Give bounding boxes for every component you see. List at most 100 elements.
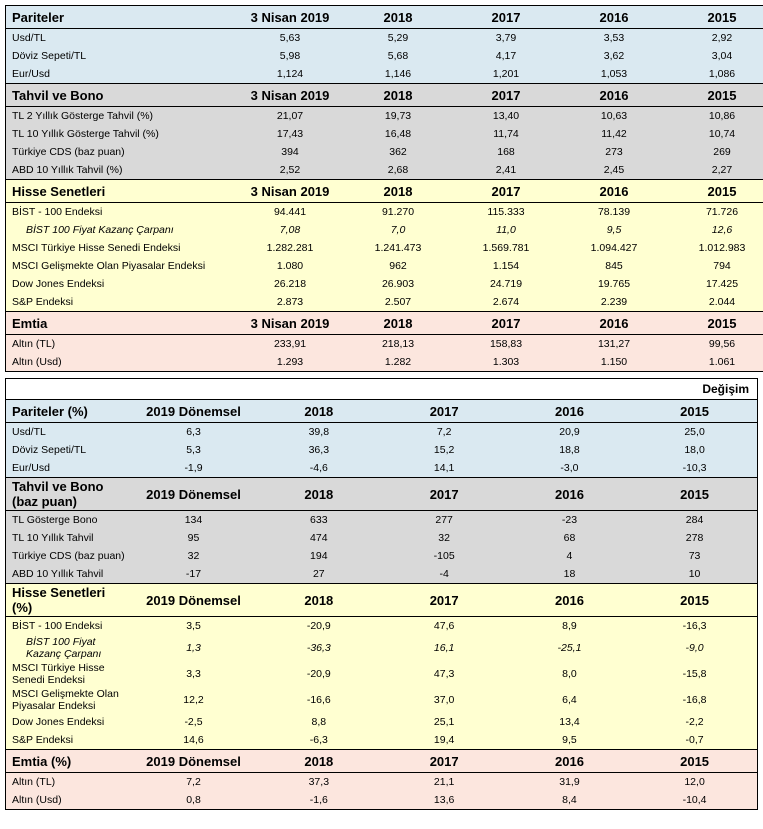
cell-value: 91.270 [344,203,452,222]
cell-value: 5,98 [236,47,344,65]
cell-value: -16,6 [256,687,381,713]
cell-value: 158,83 [452,335,560,354]
cell-value: 3,04 [668,47,763,65]
year-header: 3 Nisan 2019 [236,312,344,335]
cell-value: 1.150 [560,353,668,372]
cell-value: -2,5 [131,713,256,731]
cell-value: 0,8 [131,791,256,810]
cell-value: 1.303 [452,353,560,372]
cell-value: 11,0 [452,221,560,239]
cell-value: 194 [256,547,381,565]
cell-value: 32 [381,529,506,547]
cell-value: 73 [632,547,757,565]
cell-value: -25,1 [507,635,632,661]
year-header: 2017 [452,84,560,107]
row-label: TL 10 Yıllık Gösterge Tahvil (%) [6,125,237,143]
cell-value: 474 [256,529,381,547]
cell-value: 19.765 [560,275,668,293]
cell-value: 8,0 [507,661,632,687]
year-header: 2018 [256,478,381,511]
cell-value: -3,0 [507,459,632,478]
cell-value: 2,41 [452,161,560,180]
cell-value: 10,74 [668,125,763,143]
row-label: Döviz Sepeti/TL [6,441,131,459]
cell-value: 24.719 [452,275,560,293]
levels-table: Pariteler3 Nisan 20192018201720162015Usd… [5,5,763,372]
cell-value: 3,79 [452,29,560,48]
cell-value: 134 [131,511,256,530]
cell-value: 14,1 [381,459,506,478]
cell-value: 2.239 [560,293,668,312]
cell-value: 2.674 [452,293,560,312]
row-label: Altın (Usd) [6,353,237,372]
section-title: Emtia [6,312,237,335]
cell-value: 71.726 [668,203,763,222]
cell-value: -17 [131,565,256,584]
cell-value: 1.012.983 [668,239,763,257]
row-label: BİST 100 Fiyat Kazanç Çarpanı [6,635,131,661]
cell-value: -1,6 [256,791,381,810]
cell-value: 1.569.781 [452,239,560,257]
cell-value: 18,0 [632,441,757,459]
year-header: 2016 [560,180,668,203]
cell-value: 131,27 [560,335,668,354]
cell-value: 10,86 [668,107,763,126]
cell-value: -23 [507,511,632,530]
cell-value: 18 [507,565,632,584]
year-header: 2018 [344,312,452,335]
cell-value: 15,2 [381,441,506,459]
cell-value: 16,1 [381,635,506,661]
year-header: 2015 [668,180,763,203]
year-header: 2016 [507,750,632,773]
cell-value: -10,3 [632,459,757,478]
cell-value: 13,6 [381,791,506,810]
year-header: 2017 [452,312,560,335]
cell-value: 37,3 [256,773,381,792]
cell-value: 8,9 [507,617,632,636]
row-label: S&P Endeksi [6,731,131,750]
cell-value: 31,9 [507,773,632,792]
row-label: Dow Jones Endeksi [6,713,131,731]
cell-value: 1,086 [668,65,763,84]
cell-value: 273 [560,143,668,161]
year-header: 2019 Dönemsel [131,584,256,617]
row-label: MSCI Türkiye Hisse Senedi Endeksi [6,239,237,257]
row-label: TL 10 Yıllık Tahvil [6,529,131,547]
year-header: 2015 [668,6,763,29]
year-header: 2017 [452,6,560,29]
cell-value: 9,5 [560,221,668,239]
cell-value: -20,9 [256,617,381,636]
year-header: 2016 [507,478,632,511]
cell-value: 27 [256,565,381,584]
cell-value: 12,0 [632,773,757,792]
cell-value: 5,63 [236,29,344,48]
cell-value: 13,4 [507,713,632,731]
year-header: 2015 [668,84,763,107]
row-label: Altın (Usd) [6,791,131,810]
row-label: MSCI Türkiye Hisse Senedi Endeksi [6,661,131,687]
cell-value: -4,6 [256,459,381,478]
cell-value: 1.094.427 [560,239,668,257]
cell-value: 3,62 [560,47,668,65]
cell-value: 17.425 [668,275,763,293]
cell-value: 37,0 [381,687,506,713]
cell-value: -10,4 [632,791,757,810]
row-label: MSCI Gelişmekte Olan Piyasalar Endeksi [6,257,237,275]
year-header: 2016 [560,312,668,335]
cell-value: 1,146 [344,65,452,84]
cell-value: -16,8 [632,687,757,713]
cell-value: 7,2 [131,773,256,792]
cell-value: 1,124 [236,65,344,84]
cell-value: 1.293 [236,353,344,372]
cell-value: 1.080 [236,257,344,275]
cell-value: 21,1 [381,773,506,792]
cell-value: 25,1 [381,713,506,731]
cell-value: -1,9 [131,459,256,478]
cell-value: 20,9 [507,423,632,442]
cell-value: 8,8 [256,713,381,731]
year-header: 2018 [256,400,381,423]
cell-value: 7,08 [236,221,344,239]
cell-value: 12,2 [131,687,256,713]
row-label: BİST - 100 Endeksi [6,617,131,636]
cell-value: 168 [452,143,560,161]
